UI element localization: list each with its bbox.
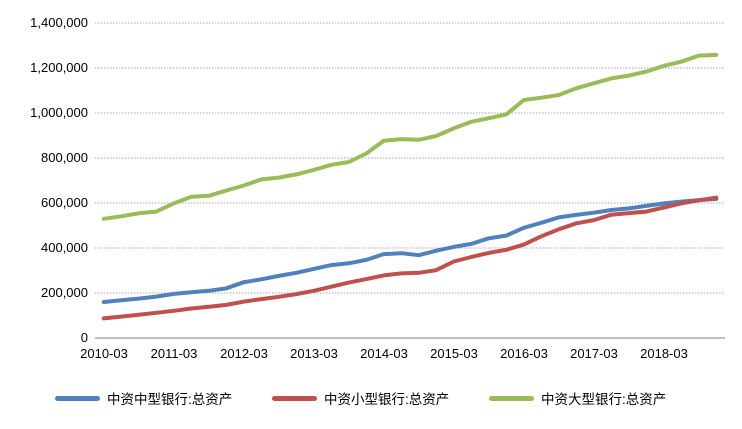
x-tick-label: 2018-03	[640, 346, 688, 361]
y-tick-label: 200,000	[41, 285, 88, 300]
legend-label: 中资中型银行:总资产	[107, 392, 233, 407]
legend-line-swatch-red	[272, 395, 317, 401]
legend-label: 中资小型银行:总资产	[324, 392, 450, 407]
x-tick-label: 2010-03	[80, 346, 128, 361]
y-tick-label: 0	[80, 330, 88, 345]
y-tick-label: 1,200,000	[30, 60, 88, 75]
y-tick-label: 800,000	[41, 150, 88, 165]
y-tick-label: 400,000	[41, 240, 88, 255]
x-tick-label: 2012-03	[220, 346, 268, 361]
legend-item-small-banks: 中资小型银行:总资产	[272, 389, 449, 407]
legend-item-large-banks: 中资大型银行:总资产	[489, 389, 666, 407]
y-tick-label: 600,000	[41, 195, 88, 210]
x-tick-label: 2017-03	[570, 346, 618, 361]
legend-line-swatch-blue	[55, 395, 100, 401]
legend-label: 中资大型银行:总资产	[541, 392, 667, 407]
x-tick-label: 2011-03	[150, 346, 198, 361]
x-tick-label: 2013-03	[290, 346, 338, 361]
x-tick-label: 2015-03	[430, 346, 478, 361]
series-line-2	[101, 52, 719, 221]
legend-item-medium-banks: 中资中型银行:总资产	[55, 389, 232, 407]
x-tick-label: 2016-03	[500, 346, 548, 361]
series-line-0	[101, 196, 719, 304]
y-tick-label: 1,400,000	[30, 15, 88, 30]
legend-line-swatch-green	[489, 395, 534, 401]
series-line-1	[101, 195, 719, 321]
y-tick-label: 1,000,000	[30, 105, 88, 120]
x-tick-label: 2014-03	[360, 346, 408, 361]
